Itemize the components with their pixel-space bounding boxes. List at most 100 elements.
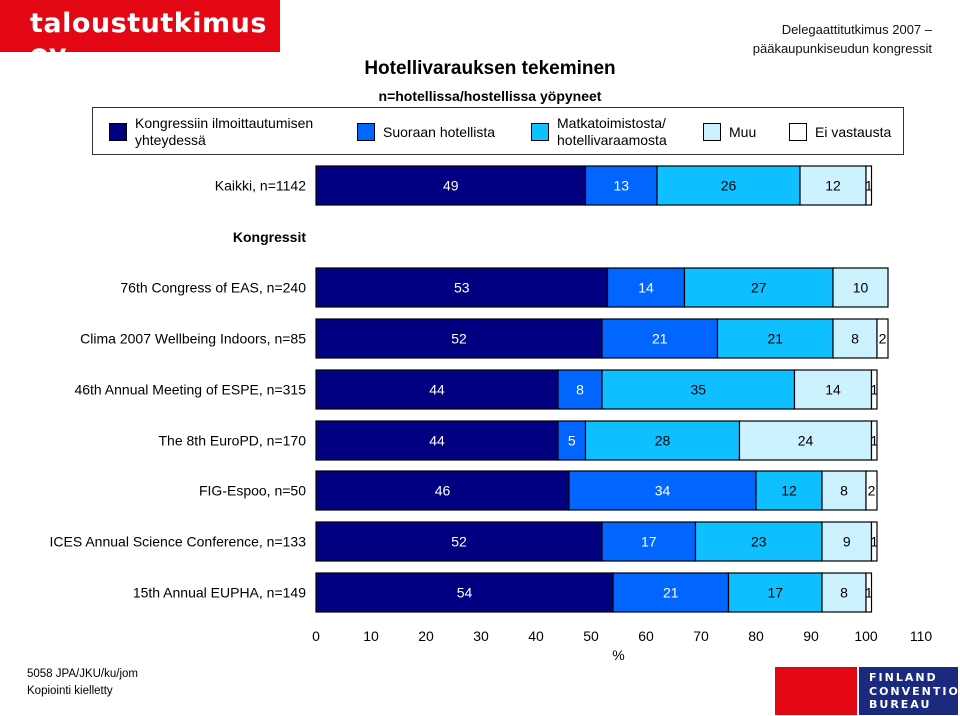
row-label: Kaikki, n=1142 [215,178,306,194]
bar-segment [315,420,559,461]
legend-label-3: Matkatoimistosta/ hotellivaraamosta [557,115,667,148]
legend-label-4: Muu [729,123,757,140]
data-label: 2 [868,483,876,499]
section-label: Kongressit [233,229,306,245]
legend-swatch-2 [357,123,375,141]
x-tick-label: 110 [910,628,933,644]
x-axis-label: % [612,647,624,663]
data-label: 8 [851,331,859,347]
data-label: 12 [825,178,841,194]
data-label: 44 [429,433,445,449]
x-tick-label: 90 [803,628,819,644]
brand-line-1: FINLAND [869,671,938,684]
x-tick-label: 20 [418,628,434,644]
x-tick-label: 60 [638,628,654,644]
data-label: 14 [638,280,654,296]
data-label: 17 [767,585,783,601]
bar-segment [821,470,867,511]
legend-swatch-5 [789,123,807,141]
report-code: 5058 JPA/JKU/ku/jom [27,668,139,680]
bar-segment [865,165,873,206]
bar-segment [876,318,889,359]
data-label: 1 [865,585,873,601]
data-label: 53 [454,280,470,296]
bar-segment [865,470,878,511]
chart-legend: Kongressiin ilmoittautumisen yhteydessä … [92,107,904,155]
bar-segment [584,420,741,461]
bar-segment [557,420,587,461]
row-label: Clima 2007 Wellbeing Indoors, n=85 [80,331,306,347]
legend-label-2: Suoraan hotellista [383,123,496,140]
bar-segment [557,369,603,410]
x-tick-label: 0 [312,628,320,644]
x-tick-label: 70 [693,628,709,644]
bar-segment [683,267,834,308]
bar-segment [870,521,878,562]
data-label: 17 [641,534,657,550]
bar-segment [606,267,686,308]
bar-segment [727,572,823,613]
data-label: 21 [767,331,783,347]
data-label: 34 [655,483,671,499]
bar-segment [315,521,603,562]
chart-title: Hotellivarauksen tekeminen [364,58,616,79]
bar-segment [601,318,719,359]
data-label: 9 [843,534,851,550]
data-label: 12 [781,483,797,499]
bar-segment [821,521,873,562]
study-info-line-1: Delegaattitutkimus 2007 – [781,22,932,37]
bar-segment [832,318,878,359]
bar-segment [832,267,889,308]
bar-segment [755,470,823,511]
row-label: 46th Annual Meeting of ESPE, n=315 [74,382,306,398]
data-label: 21 [652,331,668,347]
bar-segment [793,369,873,410]
data-label: 27 [751,280,767,296]
bar-segment [568,470,757,511]
bar-segment [612,572,730,613]
data-label: 28 [655,433,671,449]
bar-segment [601,521,697,562]
data-label: 35 [690,382,706,398]
study-info: Delegaattitutkimus 2007 – pääkaupunkiseu… [753,20,932,58]
brand-line-2: CONVENTION [869,684,960,698]
copyright-note: Kopiointi kielletty [27,685,113,697]
data-label: 44 [429,382,445,398]
bar-segment [601,369,796,410]
legend-item-5: Ei vastausta [789,108,891,156]
company-logo-text: taloustutkimus oy [30,8,267,70]
data-label: 5 [568,433,576,449]
data-label: 52 [451,331,467,347]
bar-segment [870,420,878,461]
bar-segment [738,420,873,461]
data-label: 1 [865,178,873,194]
row-label: 15th Annual EUPHA, n=149 [133,585,306,601]
brand-line-3: BUREAU [869,698,932,711]
data-label: 1 [870,433,878,449]
legend-swatch-3 [531,123,549,141]
chart-subtitle: n=hotellissa/hostellissa yöpyneet [378,88,602,104]
data-label: 2 [879,331,887,347]
data-label: 23 [751,534,767,550]
footer-note: 5058 JPA/JKU/ku/jom Kopiointi kielletty [27,666,138,700]
x-tick-label: 100 [854,628,878,644]
legend-swatch-1 [109,123,127,141]
legend-item-1: Kongressiin ilmoittautumisen yhteydessä [109,108,349,156]
bar-segment [656,165,801,206]
x-tick-label: 80 [748,628,764,644]
data-label: 8 [576,382,584,398]
bar-segment [865,572,873,613]
bar-segment [716,318,834,359]
brand-blue-block [859,667,958,715]
data-label: 10 [853,280,869,296]
legend-item-3: Matkatoimistosta/ hotellivaraamosta [531,108,697,156]
bar-segment [315,572,614,613]
brand-red-block [775,667,857,715]
data-label: 1 [870,382,878,398]
legend-item-4: Muu [703,108,756,156]
data-label: 14 [825,382,841,398]
x-tick-label: 30 [473,628,489,644]
legend-label-1: Kongressiin ilmoittautumisen yhteydessä [135,115,314,148]
bar-segment [584,165,658,206]
